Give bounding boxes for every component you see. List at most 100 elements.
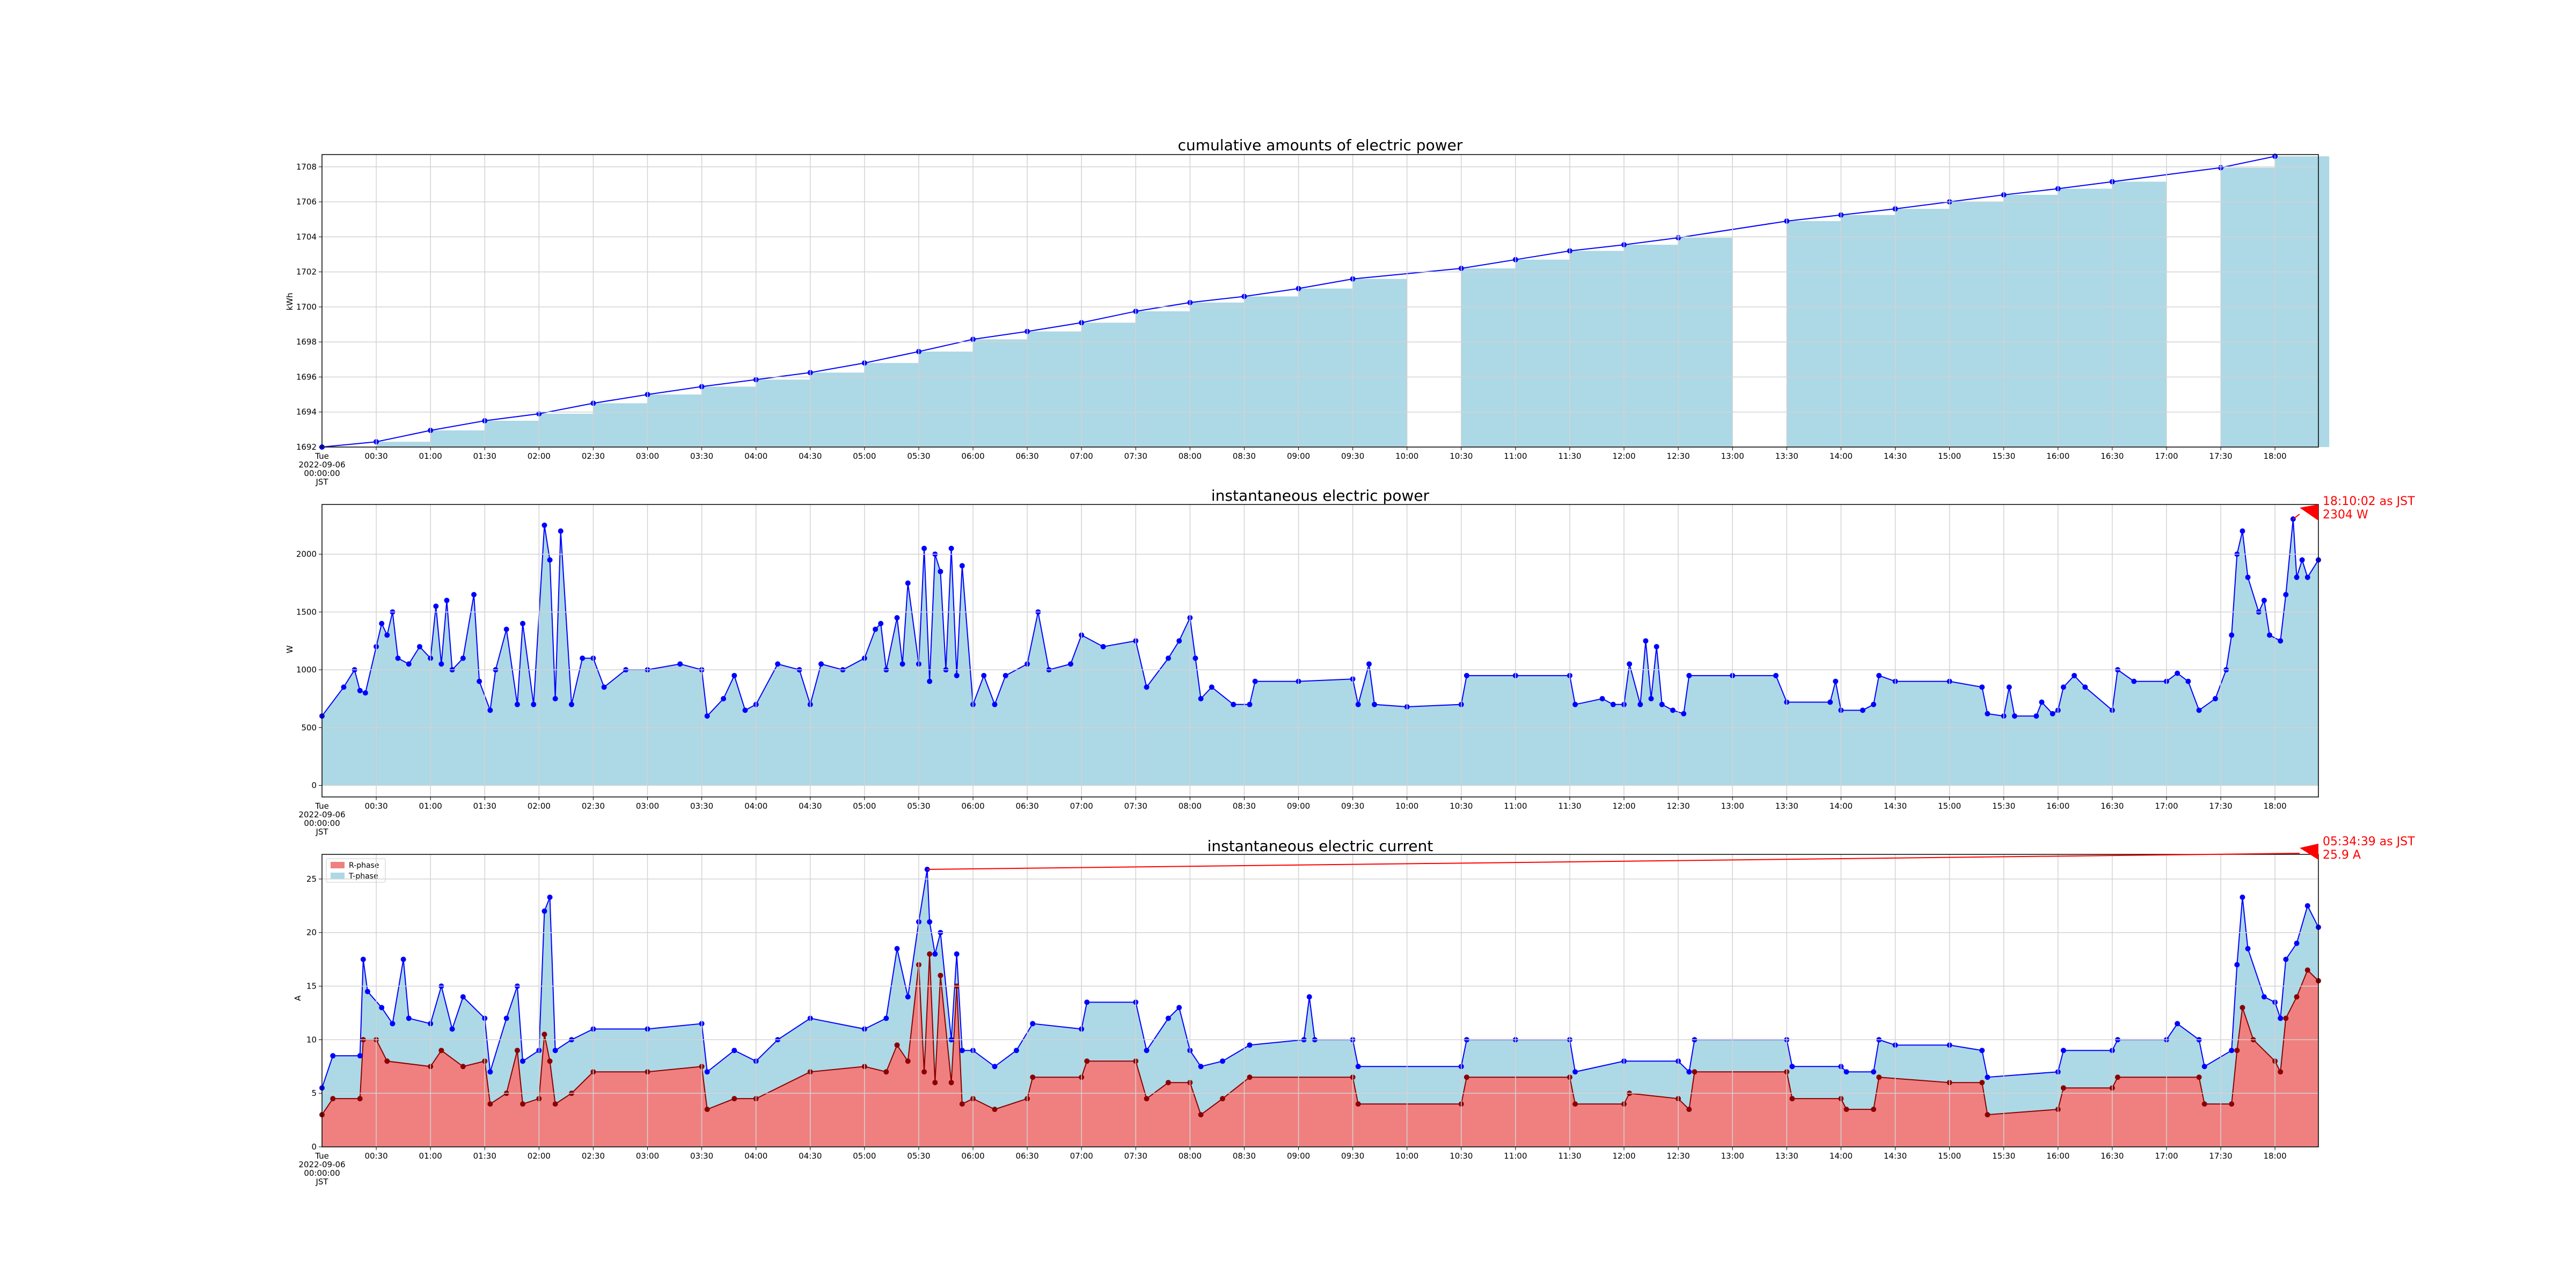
x-tick-label: 14:30 [1884, 801, 1907, 811]
data-point [2245, 946, 2251, 952]
plot-area: 00:30 01:00 01:30 02:00 02:30 03:00 03:30 04:00… [296, 504, 2321, 837]
data-point [2283, 1015, 2289, 1021]
data-point [959, 1048, 965, 1053]
x-tick-label: 03:30 [690, 1151, 713, 1161]
data-point [1030, 1074, 1036, 1080]
x-tick-label: 08:30 [1233, 451, 1256, 461]
x-tick-label: 08:30 [1233, 1151, 1256, 1161]
data-point [362, 690, 368, 696]
data-point [2234, 962, 2240, 968]
x-tick-label: 01:00 [419, 801, 442, 811]
annotation-line [927, 853, 2300, 870]
data-point [390, 1021, 396, 1027]
data-point [2196, 1074, 2202, 1080]
data-point [364, 989, 370, 994]
bar [1515, 259, 1570, 447]
y-tick-label: 1694 [296, 407, 317, 417]
y-tick-label: 0 [311, 1142, 317, 1152]
data-point [384, 1058, 390, 1064]
x-tick-label: 11:30 [1558, 801, 1581, 811]
data-point [2060, 684, 2066, 690]
x-tick-label: 16:30 [2101, 801, 2124, 811]
x-tick-label: 09:00 [1287, 451, 1310, 461]
annotation-time: 18:10:02 as JST [2323, 495, 2415, 508]
annotation-value: 25.9 A [2323, 848, 2361, 862]
data-point [938, 568, 943, 574]
data-point [1985, 711, 1990, 716]
data-point [357, 687, 363, 693]
x-origin-label: Tue [314, 801, 329, 811]
data-point [1220, 1058, 1226, 1064]
bar [1027, 331, 1082, 447]
data-point [2175, 1021, 2180, 1027]
y-tick-label: 1698 [296, 337, 317, 347]
y-tick-label: 1702 [296, 267, 317, 277]
x-tick-label: 04:30 [799, 1151, 822, 1161]
x-tick-label: 08:00 [1179, 801, 1202, 811]
x-tick-label: 03:00 [636, 1151, 659, 1161]
x-tick-label: 15:30 [1992, 451, 2015, 461]
data-point [520, 1058, 526, 1064]
x-tick-label: 06:00 [961, 451, 984, 461]
data-point [883, 1069, 889, 1075]
data-point [406, 661, 412, 667]
x-tick-label: 04:00 [744, 801, 767, 811]
x-tick-label: 01:30 [473, 1151, 496, 1161]
data-point [1247, 1042, 1253, 1048]
data-point [2050, 711, 2055, 716]
data-point [379, 620, 385, 626]
x-tick-label: 08:00 [1179, 451, 1202, 461]
cumulative-power-chart: cumulative amounts of electric power kWh… [285, 136, 2330, 487]
x-tick-label: 17:00 [2155, 801, 2178, 811]
data-point [1209, 684, 1214, 690]
data-point [1843, 1069, 1849, 1075]
data-point [1572, 1101, 1578, 1107]
x-tick-label: 10:30 [1450, 801, 1473, 811]
series-line [321, 156, 2275, 448]
data-point [1572, 1069, 1578, 1075]
data-point [905, 1058, 911, 1064]
data-point [1789, 1096, 1795, 1102]
data-point [818, 661, 824, 667]
annotation-line [2293, 514, 2300, 519]
x-tick-label: 18:00 [2264, 1151, 2287, 1161]
data-point [487, 707, 493, 713]
x-tick-label: 14:00 [1829, 1151, 1853, 1161]
x-tick-label: 02:00 [528, 1151, 551, 1161]
x-tick-label: 07:00 [1070, 451, 1093, 461]
data-point [2229, 1048, 2235, 1053]
data-point [357, 1096, 363, 1102]
y-tick-label: 1000 [296, 665, 317, 675]
y-axis-label: kWh [285, 292, 295, 310]
x-origin-label: JST [315, 1177, 328, 1187]
y-tick-label: 1708 [296, 162, 317, 172]
bar [864, 363, 919, 447]
axes-frame [321, 854, 2319, 1147]
instantaneous-current-chart: instantaneous electric current A 05:34:3… [293, 835, 2415, 1187]
x-tick-label: 15:00 [1938, 451, 1961, 461]
data-point [1773, 672, 1779, 678]
axes-frame [321, 504, 2319, 797]
data-point [1463, 672, 1469, 678]
data-point [2261, 994, 2267, 1000]
x-tick-label: 09:30 [1341, 451, 1364, 461]
data-point [981, 672, 987, 678]
bar [1136, 311, 1190, 447]
y-tick-label: 500 [301, 723, 317, 733]
data-point [2082, 684, 2088, 690]
x-tick-label: 01:30 [473, 801, 496, 811]
data-point [1306, 994, 1312, 1000]
data-point [1176, 638, 1182, 644]
x-tick-label: 12:30 [1667, 1151, 1690, 1161]
data-point [1686, 672, 1692, 678]
data-point [1599, 696, 1605, 701]
x-tick-label: 13:30 [1775, 1151, 1798, 1161]
data-point [384, 632, 390, 638]
data-point [1979, 684, 1985, 690]
plot-area: 00:30 01:00 01:30 02:00 02:30 03:00 03:30 04:00… [296, 153, 2330, 487]
data-point [1985, 1112, 1990, 1118]
data-point [878, 620, 884, 626]
data-point [569, 701, 574, 707]
x-tick-label: 10:00 [1395, 801, 1418, 811]
x-tick-label: 13:00 [1721, 801, 1744, 811]
